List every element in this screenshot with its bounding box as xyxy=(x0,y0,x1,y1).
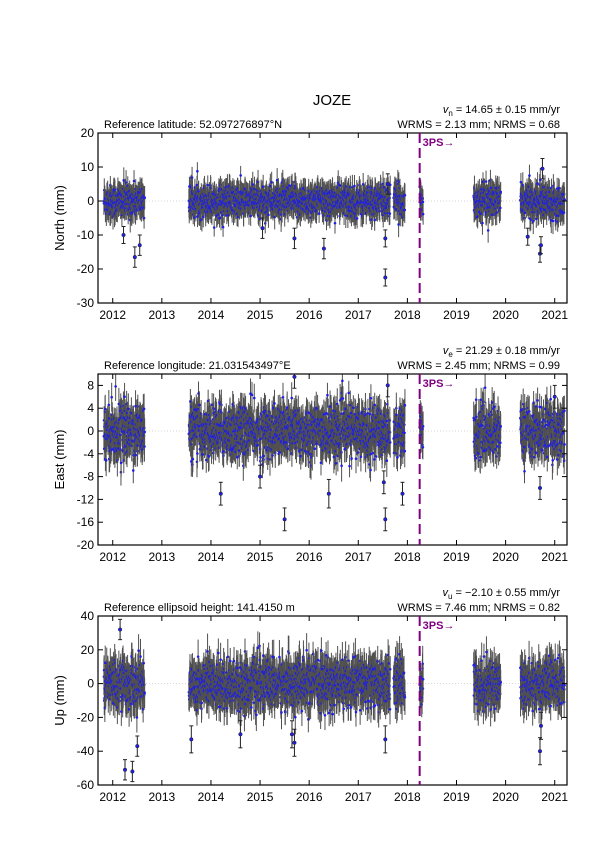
wrms-text: WRMS = 2.13 mm; NRMS = 0.68 xyxy=(397,119,560,131)
reference-text: Reference latitude: 52.097276897°N xyxy=(104,119,282,131)
station-title: JOZE xyxy=(313,92,351,109)
data-point xyxy=(212,226,216,229)
data-point xyxy=(196,452,199,455)
data-point xyxy=(403,193,407,197)
outlier-point xyxy=(137,243,142,248)
velocity-text: vn = 14.65 ± 0.15 mm/yr xyxy=(443,104,561,118)
x-tick-label: 2019 xyxy=(443,308,470,322)
outlier-point xyxy=(540,166,545,171)
x-tick-label: 2018 xyxy=(394,308,421,322)
x-tick-label: 2020 xyxy=(492,308,519,322)
outlier-point xyxy=(383,236,388,241)
x-tick-label: 2016 xyxy=(296,308,323,322)
data-point xyxy=(110,395,113,399)
outlier-point xyxy=(538,243,544,248)
outlier-point xyxy=(121,232,126,238)
data-point xyxy=(275,178,279,182)
data-point xyxy=(551,219,555,223)
data-point xyxy=(499,190,503,194)
data-point xyxy=(131,469,135,472)
x-tick-label: 2021 xyxy=(541,308,568,322)
data-point xyxy=(134,453,138,457)
y-tick-label: 0 xyxy=(87,194,94,208)
data-point xyxy=(252,396,256,400)
x-tick-label: 2014 xyxy=(198,308,225,322)
outlier-point xyxy=(132,255,137,260)
data-point xyxy=(190,176,194,179)
data-point xyxy=(143,196,146,199)
data-point xyxy=(249,214,252,218)
data-point xyxy=(262,454,265,458)
data-point xyxy=(259,456,262,459)
data-point xyxy=(195,183,199,187)
data-point xyxy=(270,181,273,184)
data-point xyxy=(557,186,561,190)
data-point xyxy=(114,385,117,388)
outlier-point xyxy=(292,236,297,241)
data-point xyxy=(563,198,566,201)
data-point xyxy=(317,212,321,215)
y-tick-label: -10 xyxy=(77,228,95,242)
data-point xyxy=(261,185,265,189)
data-point xyxy=(123,395,126,399)
data-point xyxy=(196,169,199,173)
data-point xyxy=(250,393,254,397)
data-points xyxy=(102,158,566,287)
data-point xyxy=(142,407,146,411)
data-point xyxy=(333,221,337,225)
y-tick-label: -30 xyxy=(77,296,95,310)
data-point xyxy=(421,200,425,204)
marker-label: 3PS→ xyxy=(423,137,455,149)
data-point xyxy=(198,403,201,407)
data-point xyxy=(239,174,242,177)
data-point xyxy=(481,221,484,225)
x-tick-label: 2012 xyxy=(99,308,126,322)
data-point xyxy=(119,461,123,465)
data-point xyxy=(421,212,425,216)
data-point xyxy=(206,183,210,187)
outlier-point xyxy=(321,246,326,251)
data-point xyxy=(355,217,359,220)
data-point xyxy=(191,457,195,461)
data-point xyxy=(388,212,392,215)
data-point xyxy=(221,225,225,229)
data-point xyxy=(273,402,276,405)
data-point xyxy=(107,403,111,407)
data-point xyxy=(132,179,136,183)
x-tick-label: 2015 xyxy=(247,308,274,322)
data-points xyxy=(102,373,566,532)
data-point xyxy=(499,206,502,210)
data-point xyxy=(267,213,270,217)
data-point xyxy=(104,459,108,462)
y-tick-label: -20 xyxy=(77,262,95,276)
velocity-value: = 14.65 ± 0.15 mm/yr xyxy=(453,104,561,116)
data-point xyxy=(353,184,356,188)
data-point xyxy=(484,180,488,183)
y-tick-label: 10 xyxy=(81,160,95,174)
data-point xyxy=(373,218,377,222)
data-point xyxy=(486,229,490,232)
panel-north: 3PS→ -30 -20 -10 0 10 20 2012 2013 2014 2015 2016 20… xyxy=(52,104,568,322)
y-axis-label: North (mm) xyxy=(52,185,67,251)
data-point xyxy=(127,407,130,411)
data-point xyxy=(528,174,531,177)
data-point xyxy=(196,215,199,218)
data-point xyxy=(403,208,407,212)
chart-panels: 3PS→ -30 -20 -10 0 10 20 2012 2013 2014 2015 2016 20… xyxy=(52,104,568,804)
data-point xyxy=(142,216,146,220)
outlier-point xyxy=(385,181,390,187)
y-tick-label: 20 xyxy=(81,126,95,140)
x-tick-label: 2013 xyxy=(148,308,175,322)
outlier-point xyxy=(525,234,530,239)
outlier-point xyxy=(260,226,265,231)
data-point xyxy=(143,430,146,434)
data-point xyxy=(523,211,527,215)
outlier-point xyxy=(383,275,388,280)
x-tick-label: 2017 xyxy=(345,308,372,322)
